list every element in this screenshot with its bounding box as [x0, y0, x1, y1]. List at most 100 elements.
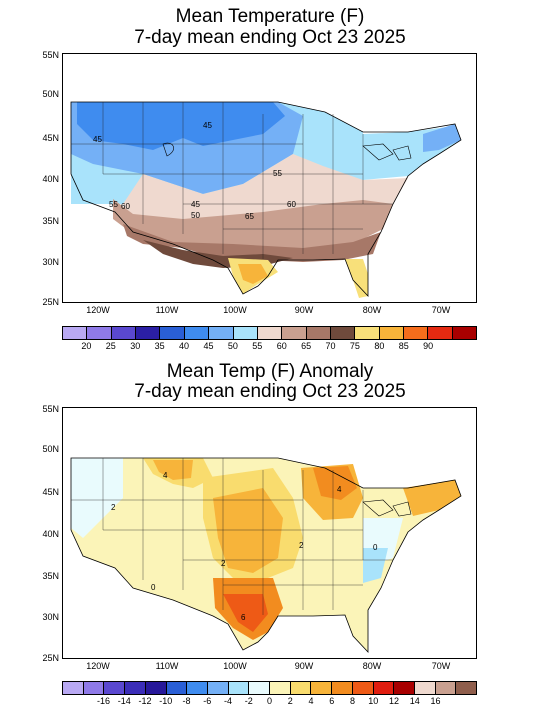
- top-colorbar-tick-label: 55: [252, 341, 263, 351]
- top-lat-label: 45N: [42, 133, 59, 143]
- top-colorbar-swatch: [63, 327, 88, 339]
- top-colorbar-swatch: [160, 327, 185, 339]
- top-lakes: [162, 142, 412, 161]
- bottom-colorbar-tick-label: 0: [266, 696, 272, 706]
- top-contour-label: 55: [273, 169, 282, 178]
- bottom-colorbar-tick-label: 14: [409, 696, 420, 706]
- top-colorbar-tick-label: 75: [349, 341, 360, 351]
- bottom-colorbar-swatch: [352, 682, 374, 694]
- bottom-lon-label: 90W: [294, 661, 314, 671]
- bottom-us-outline: [70, 457, 462, 654]
- bottom-colorbar-swatch: [373, 682, 395, 694]
- top-colorbar-tick-label: 35: [154, 341, 165, 351]
- bottom-colorbar-swatch: [311, 682, 333, 694]
- top-colorbar-tick-label: 45: [203, 341, 214, 351]
- top-colorbar-tick-label: 70: [325, 341, 336, 351]
- bottom-colorbar-tick-label: 8: [349, 696, 355, 706]
- bottom-colorbar-swatch: [125, 682, 146, 694]
- top-us-outline: [70, 101, 462, 298]
- bottom-colorbar-swatch: [166, 682, 188, 694]
- top-contour-label: 60: [287, 200, 296, 209]
- top-lat-label: 40N: [42, 174, 59, 184]
- bottom-colorbar-swatch: [104, 682, 126, 694]
- bottom-colorbar-tick-label: 16: [430, 696, 441, 706]
- top-colorbar: [62, 326, 477, 340]
- bottom-field-neg-west: [71, 458, 123, 538]
- bottom-field-4-6-ne: [403, 480, 461, 516]
- bottom-field-4-6-central: [213, 488, 283, 573]
- bottom-colorbar-swatch: [83, 682, 105, 694]
- top-colorbar-tick-label: 25: [105, 341, 116, 351]
- bottom-lat-label: 55N: [42, 404, 59, 414]
- bottom-contour-label: 2: [299, 541, 304, 550]
- bottom-field-neg2-east: [363, 548, 388, 583]
- bottom-colorbar-tick-label: -14: [117, 696, 131, 706]
- bottom-contour-label: 0: [151, 583, 156, 592]
- top-colorbar-swatch: [452, 327, 477, 339]
- top-lat-label: 55N: [42, 50, 59, 60]
- top-contour-label: 55: [109, 200, 118, 209]
- bottom-colorbar-tick-label: -2: [244, 696, 253, 706]
- bottom-colorbar-tick-label: 2: [287, 696, 293, 706]
- top-colorbar-swatch: [330, 327, 356, 339]
- top-field-florida: [345, 259, 368, 298]
- top-contour-label: 50: [191, 211, 200, 220]
- top-lon-label: 90W: [294, 305, 314, 315]
- bottom-title-line1: Mean Temp (F) Anomaly: [166, 361, 374, 382]
- top-colorbar-tick-label: 50: [227, 341, 238, 351]
- bottom-colorbar-swatch: [145, 682, 167, 694]
- top-colorbar-swatch: [184, 327, 210, 339]
- bottom-colorbar-swatch: [249, 682, 271, 694]
- top-lat-label: 50N: [42, 89, 59, 99]
- top-lon-label: 80W: [362, 305, 382, 315]
- bottom-contour-label: 0: [373, 543, 378, 552]
- bottom-colorbar-tick-label: 6: [329, 696, 335, 706]
- bottom-colorbar-tick-label: -10: [159, 696, 173, 706]
- top-lat-label: 30N: [42, 257, 59, 267]
- bottom-colorbar-swatch: [228, 682, 250, 694]
- bottom-contour-label: 4: [163, 471, 168, 480]
- top-field-70: [123, 224, 381, 262]
- bottom-lon-label: 80W: [362, 661, 382, 671]
- top-colorbar-swatch: [404, 327, 429, 339]
- bottom-colorbar-tick-label: 10: [368, 696, 379, 706]
- top-colorbar-swatch: [233, 327, 258, 339]
- top-colorbar-tick-label: 80: [374, 341, 385, 351]
- top-colorbar-tick-label: 30: [130, 341, 141, 351]
- bottom-colorbar: [62, 681, 477, 695]
- bottom-state-lines: [71, 458, 393, 615]
- bottom-colorbar-tick-label: 4: [308, 696, 314, 706]
- bottom-field-8-10-south: [223, 594, 268, 632]
- bottom-lat-label: 25N: [42, 653, 59, 663]
- top-map-panel: 45 45 55 45 55 60 50 65 60: [62, 53, 477, 303]
- top-lon-label: 120W: [86, 305, 110, 315]
- bottom-lat-label: 30N: [42, 612, 59, 622]
- bottom-colorbar-tick-label: -6: [203, 696, 212, 706]
- top-lat-label: 35N: [42, 216, 59, 226]
- top-colorbar-tick-label: 60: [276, 341, 287, 351]
- top-colorbar-swatch: [87, 327, 112, 339]
- bottom-colorbar-swatch: [63, 682, 84, 694]
- top-colorbar-tick-label: 90: [423, 341, 434, 351]
- bottom-colorbar-tick-label: -16: [96, 696, 110, 706]
- top-temperature-map: 45 45 55 45 55 60 50 65 60: [70, 101, 462, 298]
- top-lon-label: 70W: [431, 305, 451, 315]
- top-colorbar-swatch: [136, 327, 161, 339]
- bottom-contour-label: 2: [111, 503, 116, 512]
- bottom-lon-label: 70W: [431, 661, 451, 671]
- bottom-colorbar-tick-label: -12: [138, 696, 152, 706]
- top-contour-label: 45: [93, 135, 102, 144]
- bottom-colorbar-tick-label: -8: [182, 696, 191, 706]
- top-colorbar-tick-label: 20: [81, 341, 92, 351]
- top-lat-label: 25N: [42, 297, 59, 307]
- top-colorbar-tick-label: 85: [398, 341, 409, 351]
- top-colorbar-ticks: 20 25 30 35 40 45 50 55 60 65 70 75 80 85 90: [62, 341, 475, 353]
- bottom-lat-label: 40N: [42, 529, 59, 539]
- bottom-lon-label: 110W: [155, 661, 179, 671]
- top-title-line1: Mean Temperature (F): [175, 6, 365, 27]
- top-title-line2: 7-day mean ending Oct 23 2025: [134, 27, 406, 48]
- top-lon-label: 110W: [155, 305, 179, 315]
- bottom-colorbar-swatch: [270, 682, 291, 694]
- bottom-title-line2: 7-day mean ending Oct 23 2025: [134, 381, 406, 402]
- top-colorbar-tick-label: 65: [301, 341, 312, 351]
